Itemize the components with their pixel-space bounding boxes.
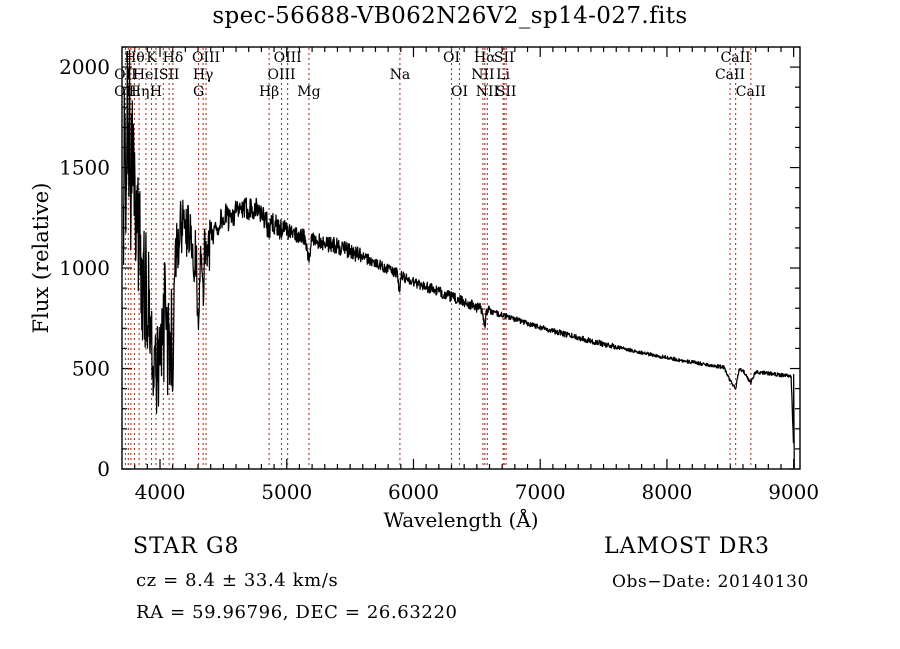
spectral-line-label: OI xyxy=(451,84,468,100)
plot-frame xyxy=(121,46,801,470)
spectral-line-label: OII xyxy=(114,67,137,83)
spectral-line-label: SII xyxy=(496,84,517,100)
x-tick-label: 6000 xyxy=(388,480,439,504)
coordinates-label: RA = 59.96796, DEC = 26.63220 xyxy=(136,602,458,623)
survey-label: LAMOST DR3 xyxy=(604,534,770,559)
spectral-line-markers xyxy=(124,48,752,468)
y-tick-label: 500 xyxy=(72,357,110,381)
x-tick-label: 4000 xyxy=(135,480,186,504)
spectral-line-label: OIII xyxy=(268,67,296,83)
spectral-line-label: CaII xyxy=(721,50,751,66)
spectral-line-label: NII xyxy=(471,67,494,83)
spectral-line-label: SII xyxy=(159,67,180,83)
spectrum-trace xyxy=(123,49,795,468)
spectral-line-label: NII xyxy=(476,84,499,100)
spectral-line-label: Hη xyxy=(129,84,150,100)
redshift-velocity-label: cz = 8.4 ± 33.4 km/s xyxy=(136,570,339,591)
spectral-line-label: G xyxy=(193,84,204,100)
spectral-line-label: Hδ xyxy=(163,50,184,66)
spectrum-line xyxy=(123,49,795,468)
y-axis-title: Flux (relative) xyxy=(29,183,53,334)
x-tick-label: 9000 xyxy=(768,480,819,504)
obs-date-label: Obs−Date: 20140130 xyxy=(612,572,809,592)
spectral-line-label: SII xyxy=(494,50,515,66)
spectral-line-label: HeI xyxy=(133,67,159,83)
y-tick-label: 0 xyxy=(97,457,110,481)
spectral-line-label: Mg xyxy=(297,84,320,100)
spectral-line-label: K xyxy=(146,50,157,66)
spectral-line-label: H xyxy=(150,84,162,100)
spectral-line-label: OI xyxy=(443,50,460,66)
spectral-line-label: OIII xyxy=(192,50,220,66)
spectral-line-label: Li xyxy=(496,67,510,83)
axis-titles: Wavelength (Å) Flux (relative) xyxy=(29,183,539,532)
spectral-line-label: OIII xyxy=(274,50,302,66)
x-axis-title: Wavelength (Å) xyxy=(383,507,538,532)
x-tick-label: 5000 xyxy=(261,480,312,504)
x-tick-label: 8000 xyxy=(641,480,692,504)
spectral-line-label: CaII xyxy=(736,84,766,100)
axes-group: 4000 5000 6000 7000 8000 9000 0 500 1000 1500 2000 xyxy=(59,46,819,504)
spectral-line-label: Hγ xyxy=(193,67,214,83)
spectral-line-labels: OIIOIIHθHηHeIKHSIIHδHγGOIIIHβOIIIOIIIMgN… xyxy=(114,50,766,100)
object-class-label: STAR G8 xyxy=(133,534,240,559)
spectral-line-label: Na xyxy=(390,67,411,83)
spectral-line-label: OII xyxy=(114,84,137,100)
spectral-line-label: CaII xyxy=(715,67,745,83)
y-tick-label: 1500 xyxy=(59,156,110,180)
x-tick-label: 7000 xyxy=(515,480,566,504)
spectral-line-label: Hα xyxy=(474,50,496,66)
page-title: spec-56688-VB062N26V2_sp14-027.fits xyxy=(212,3,688,29)
spectral-line-label: Hβ xyxy=(259,84,279,100)
y-tick-label: 1000 xyxy=(59,256,110,280)
y-tick-label: 2000 xyxy=(59,55,110,79)
